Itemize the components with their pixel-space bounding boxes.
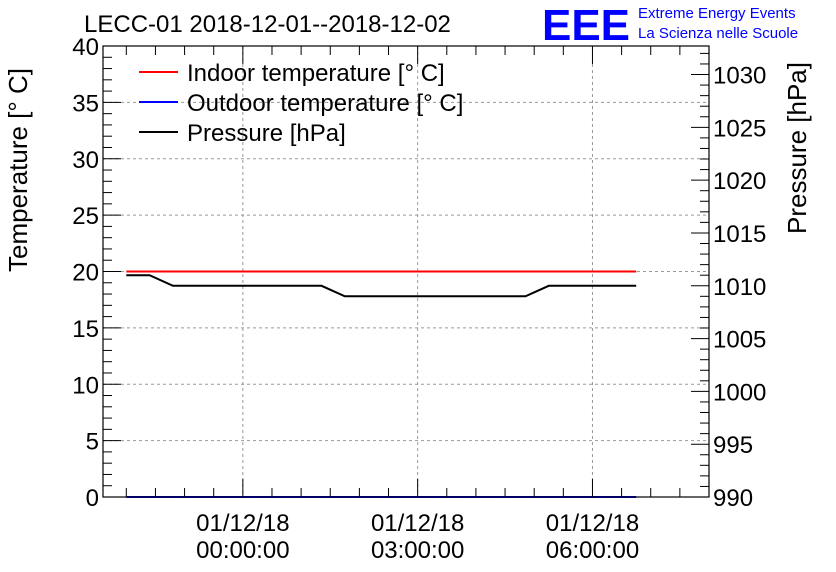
x-tick-label-time: 06:00:00: [546, 537, 639, 564]
y-right-tick-label: 1025: [713, 115, 766, 142]
y-axis-right-label: Pressure [hPa]: [782, 62, 812, 234]
y-right-tick-label: 1030: [713, 63, 766, 90]
logo-line-2: La Scienza nelle Scuole: [638, 25, 798, 42]
y-left-tick-label: 15: [72, 316, 99, 343]
y-left-tick-label: 25: [72, 203, 99, 230]
tick-labels: 0510152025303540990995100010051010101510…: [72, 34, 766, 564]
y-right-tick-label: 990: [713, 485, 753, 512]
x-tick-label-time: 00:00:00: [196, 537, 289, 564]
x-tick-label-date: 01/12/18: [546, 510, 639, 537]
y-right-tick-label: 1015: [713, 221, 766, 248]
logo-letters: EEE: [542, 1, 630, 50]
y-right-tick-label: 995: [713, 432, 753, 459]
y-left-tick-label: 10: [72, 372, 99, 399]
eee-logo: EEE Extreme Energy Events La Scienza nel…: [542, 1, 798, 50]
legend-label-2: Pressure [hPa]: [187, 120, 346, 147]
y-left-tick-label: 20: [72, 260, 99, 287]
x-tick-label-date: 01/12/18: [371, 510, 464, 537]
x-tick-label-time: 03:00:00: [371, 537, 464, 564]
y-right-tick-label: 1005: [713, 327, 766, 354]
y-left-tick-label: 5: [86, 429, 99, 456]
y-left-tick-label: 40: [72, 34, 99, 61]
y-left-tick-label: 0: [86, 485, 99, 512]
y-axis-left-label: Temperature [° C]: [3, 68, 33, 272]
logo-line-1: Extreme Energy Events: [638, 5, 796, 22]
y-left-tick-label: 35: [72, 90, 99, 117]
y-right-tick-label: 1000: [713, 379, 766, 406]
legend: Indoor temperature [° C] Outdoor temperat…: [139, 60, 463, 147]
x-tick-label-date: 01/12/18: [196, 510, 289, 537]
y-right-tick-label: 1020: [713, 168, 766, 195]
legend-label-0: Indoor temperature [° C]: [187, 60, 445, 87]
legend-label-1: Outdoor temperature [° C]: [187, 90, 463, 117]
y-left-tick-label: 30: [72, 147, 99, 174]
chart-title: LECC-01 2018-12-01--2018-12-02: [84, 11, 451, 38]
axes: [102, 45, 710, 498]
series-line-2: [126, 274, 637, 298]
y-right-tick-label: 1010: [713, 274, 766, 301]
